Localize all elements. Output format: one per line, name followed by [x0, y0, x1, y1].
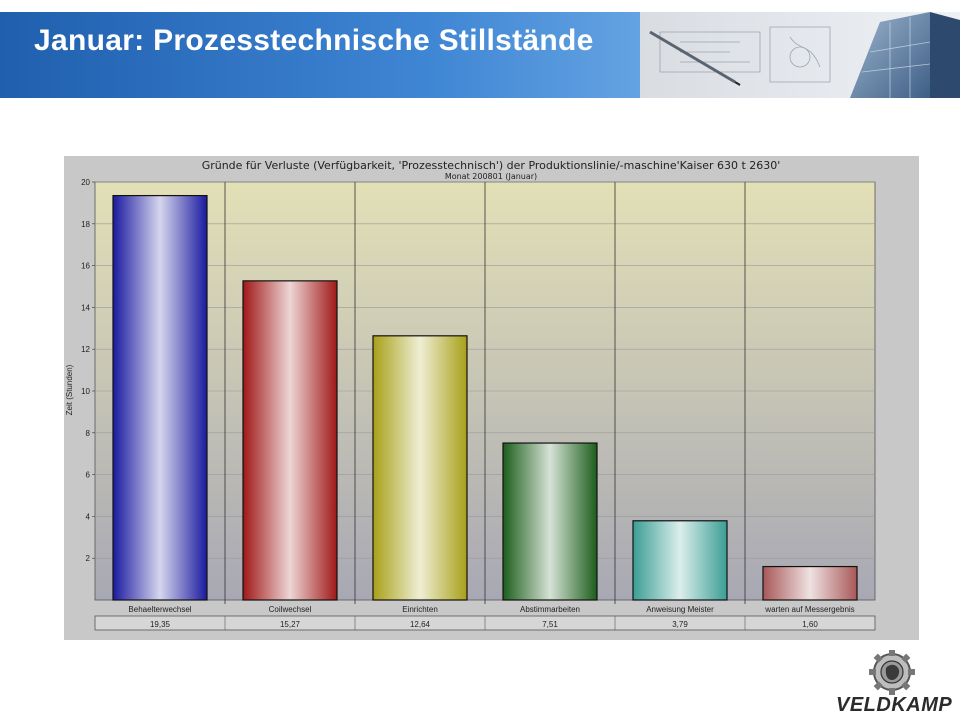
slide-title: Januar: Prozesstechnische Stillstände — [34, 24, 594, 57]
value-label: 12,64 — [410, 620, 431, 629]
slide-header: Januar: Prozesstechnische Stillstände — [0, 12, 960, 98]
veldkamp-logo: VELDKAMP — [832, 649, 960, 720]
value-labels: 19,35 15,27 12,64 7,51 3,79 1,60 — [150, 616, 818, 630]
header-blueprint-image — [640, 12, 960, 98]
category-label: Coilwechsel — [269, 605, 312, 614]
chart-subtitle: Monat 200801 (Januar) — [445, 172, 537, 181]
bar — [632, 520, 728, 601]
gear-lion-icon — [869, 649, 915, 695]
y-axis-label: Zeit (Stunden) — [65, 364, 74, 415]
bars-group — [112, 194, 858, 601]
bar — [242, 280, 338, 601]
y-tick-label: 2 — [86, 554, 91, 563]
bar — [502, 442, 598, 601]
bar-chart: Gründe für Verluste (Verfügbarkeit, 'Pro… — [64, 156, 919, 640]
category-label: Einrichten — [402, 605, 438, 614]
y-tick-label: 8 — [86, 429, 91, 438]
y-tick-label: 14 — [81, 303, 90, 312]
y-tick-label: 12 — [81, 345, 90, 354]
y-tick-label: 18 — [81, 220, 90, 229]
chart-title: Gründe für Verluste (Verfügbarkeit, 'Pro… — [202, 159, 781, 172]
y-tick-label: 4 — [86, 512, 91, 521]
category-label: Behaelterwechsel — [128, 605, 191, 614]
category-label: warten auf Messergebnis — [764, 605, 854, 614]
y-tick-label: 20 — [81, 178, 90, 187]
y-tick-label: 10 — [81, 387, 90, 396]
value-label: 3,79 — [672, 620, 688, 629]
logo-text: VELDKAMP — [836, 694, 953, 716]
value-label: 19,35 — [150, 620, 171, 629]
value-label: 7,51 — [542, 620, 558, 629]
bar — [372, 335, 468, 601]
value-label: 15,27 — [280, 620, 301, 629]
y-tick-label: 16 — [81, 262, 90, 271]
y-axis-ticks: 2 4 6 8 10 12 14 16 18 20 — [81, 178, 95, 563]
bar — [762, 565, 858, 601]
category-label: Anweisung Meister — [646, 605, 714, 614]
category-labels: Behaelterwechsel Coilwechsel Einrichten Abs… — [128, 605, 854, 614]
gridlines — [95, 181, 875, 604]
category-label: Abstimmarbeiten — [520, 605, 580, 614]
value-label: 1,60 — [802, 620, 818, 629]
y-tick-label: 6 — [86, 471, 91, 480]
bar — [112, 194, 208, 601]
